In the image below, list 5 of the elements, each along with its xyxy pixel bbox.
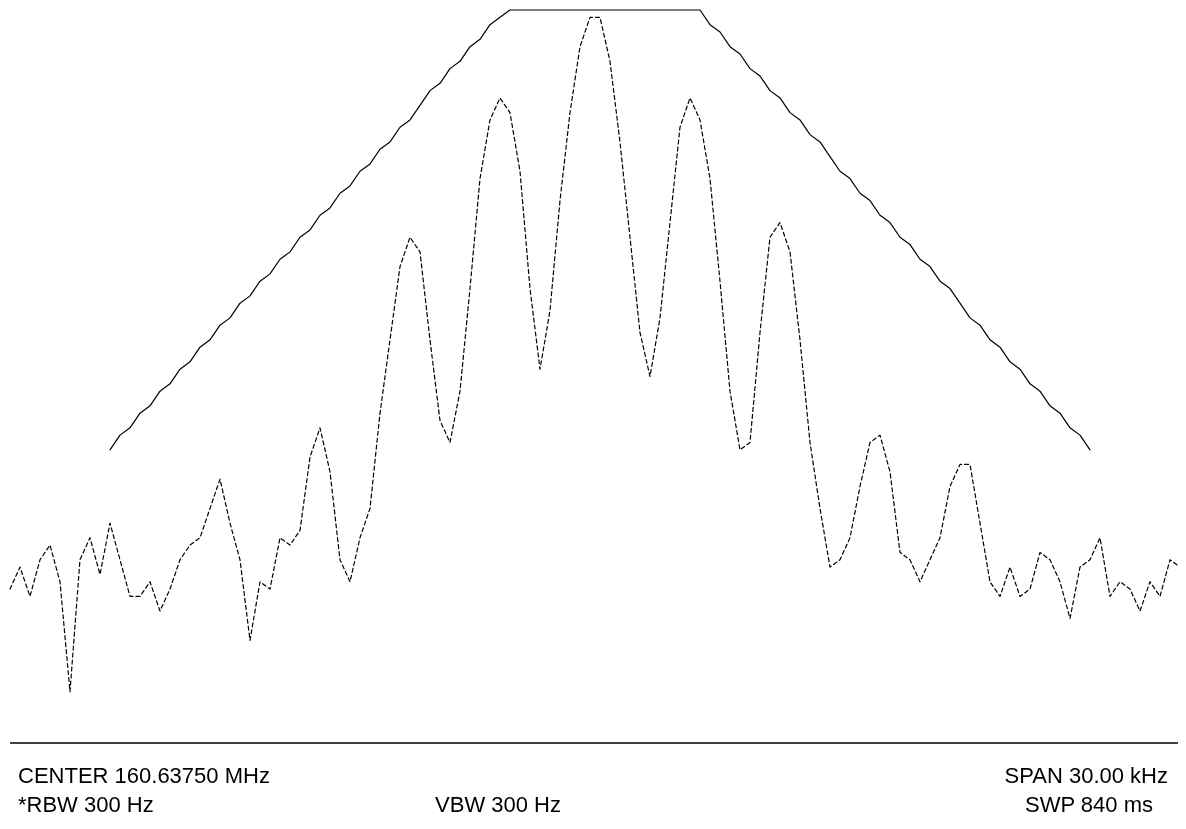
text: SPAN 30.00 kHz: [1004, 763, 1168, 788]
text: CENTER 160.63750 MHz: [18, 763, 270, 788]
text: VBW 300 Hz: [435, 792, 561, 817]
text: *RBW 300 Hz: [18, 792, 154, 817]
text: SWP 840 ms: [1025, 792, 1153, 817]
